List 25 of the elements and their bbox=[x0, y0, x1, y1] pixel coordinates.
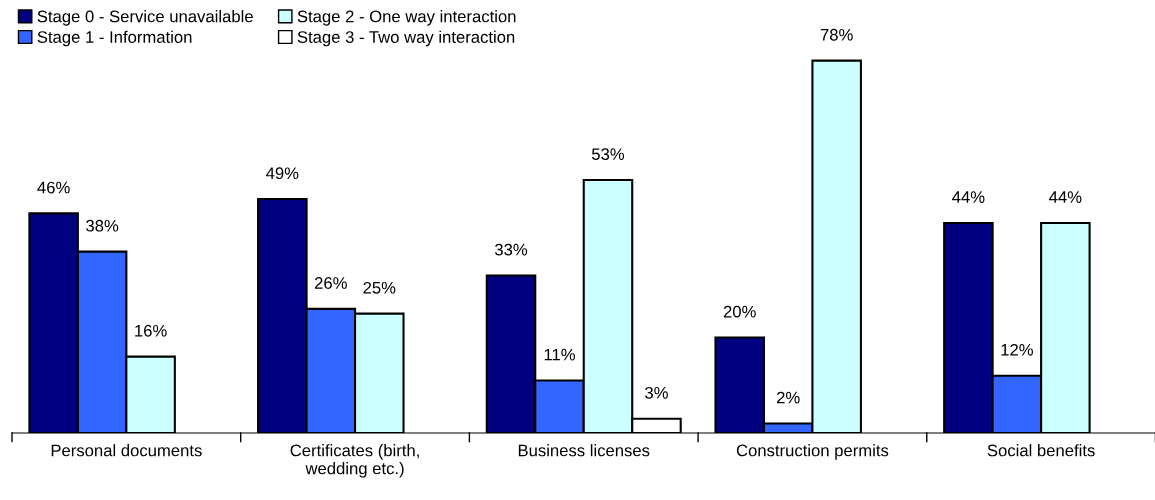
data-label: 44% bbox=[952, 191, 985, 203]
data-label: 26% bbox=[314, 277, 347, 289]
legend-label: Stage 3 - Two way interaction bbox=[297, 30, 515, 47]
legend-label: Stage 2 - One way interaction bbox=[297, 10, 516, 26]
legend-label: Stage 0 - Service unavailable bbox=[37, 10, 253, 26]
data-label: 2% bbox=[776, 391, 800, 404]
x-tick-label: Certificates (birth, wedding etc.) bbox=[290, 444, 419, 478]
data-label: 44% bbox=[1049, 191, 1082, 203]
x-tick-label: Social benefits bbox=[987, 444, 1095, 457]
data-label: 78% bbox=[820, 28, 853, 41]
data-label: 12% bbox=[1001, 343, 1033, 356]
data-label: 33% bbox=[494, 243, 528, 256]
x-tick-label: Business licenses bbox=[518, 444, 650, 457]
data-label: 20% bbox=[723, 305, 756, 318]
data-label: 46% bbox=[37, 181, 70, 194]
data-label: 38% bbox=[86, 219, 119, 232]
x-tick-label: Construction permits bbox=[736, 444, 889, 460]
data-label: 16% bbox=[135, 324, 167, 337]
data-label: 3% bbox=[645, 386, 668, 399]
data-label: 49% bbox=[266, 167, 299, 180]
data-label: 25% bbox=[363, 281, 396, 294]
x-tick-label: Personal documents bbox=[51, 444, 202, 457]
data-label: 53% bbox=[591, 148, 625, 161]
data-label: 11% bbox=[544, 348, 575, 361]
legend-label: Stage 1 - Information bbox=[37, 30, 192, 47]
